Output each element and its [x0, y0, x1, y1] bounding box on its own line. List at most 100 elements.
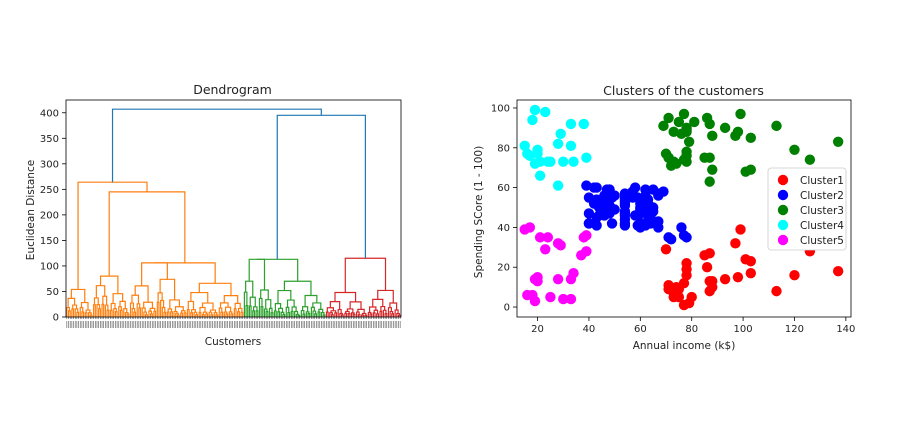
scatter-point	[704, 118, 715, 130]
scatter-point	[619, 200, 631, 211]
scatter-point	[558, 293, 569, 305]
dendrogram-link	[245, 304, 249, 317]
scatter-y-tick-label: 100	[491, 103, 510, 114]
scatter-point	[732, 271, 744, 283]
dendrogram-link	[180, 312, 184, 317]
scatter-point	[673, 291, 685, 303]
scatter-point	[545, 291, 556, 303]
scatter-point	[704, 176, 715, 187]
scatter-point	[647, 202, 659, 213]
scatter-point	[519, 140, 530, 151]
dendrogram-link	[256, 258, 299, 282]
scatter-point	[532, 275, 543, 287]
dendrogram-link	[126, 313, 130, 317]
dendrogram-link	[389, 302, 398, 311]
dendrogram-link	[110, 302, 116, 311]
scatter-point	[771, 120, 782, 132]
dendrogram-link	[326, 307, 334, 313]
scatter-point	[701, 262, 713, 273]
scatter-point	[581, 152, 592, 163]
scatter-point	[555, 128, 566, 140]
scatter-point	[534, 232, 546, 243]
legend-label-cluster4: Cluster4	[800, 220, 844, 232]
dendrogram-plot-frame	[65, 99, 402, 318]
scatter-series-cluster2	[581, 180, 692, 245]
scatter-x-ticks: 20 40 60 80 100 120 140	[531, 317, 855, 335]
legend-label-cluster5: Cluster5	[800, 235, 844, 247]
dendrogram-link	[245, 280, 254, 298]
dendrogram-link	[93, 297, 99, 305]
dendrogram-link	[148, 310, 153, 317]
dendrogram-link	[329, 312, 333, 317]
dendrogram-link	[322, 314, 326, 317]
scatter-point	[745, 132, 756, 144]
dendrogram-link	[394, 309, 399, 317]
scatter-point	[665, 234, 677, 245]
dendrogram-y-tick-label: 300	[40, 159, 59, 170]
dendrogram-link	[391, 313, 395, 317]
dendrogram-link	[70, 288, 86, 303]
dendrogram-link	[357, 308, 365, 314]
scatter-point	[540, 244, 551, 255]
dendrogram-link	[273, 310, 277, 317]
dendrogram-link	[382, 309, 387, 317]
dendrogram-link	[210, 314, 214, 317]
dendrogram-link	[187, 300, 195, 310]
dendrogram-links	[66, 108, 401, 317]
dendrogram-link	[263, 308, 268, 317]
dendrogram-link	[153, 310, 157, 317]
dendrogram-link	[249, 296, 256, 307]
scatter-title: Clusters of the customers	[603, 83, 764, 98]
scatter-point	[707, 164, 718, 175]
dendrogram-link	[190, 312, 194, 317]
dendrogram-link	[283, 280, 312, 296]
scatter-legend: Cluster1 Cluster2 Cluster3 Cluster4 Cluster5	[767, 167, 847, 251]
dendrogram-link	[297, 314, 301, 317]
scatter-point	[532, 144, 543, 155]
dendrogram-link	[102, 295, 108, 306]
dendrogram-link	[352, 313, 356, 317]
dendrogram-link	[368, 306, 377, 313]
scatter-point	[771, 285, 782, 297]
legend-label-cluster1: Cluster1	[800, 175, 844, 187]
dendrogram-link	[314, 313, 318, 317]
scatter-point	[832, 266, 844, 277]
dendrogram-link	[223, 311, 228, 317]
dendrogram-link	[163, 311, 167, 317]
dendrogram-y-ticks: 0 50 100 150 200 250 300 350 400	[40, 108, 66, 324]
scatter-point	[671, 158, 682, 169]
dendrogram-link	[161, 306, 166, 317]
scatter-point	[568, 268, 579, 279]
dendrogram-link	[193, 311, 198, 317]
scatter-point	[681, 232, 692, 243]
dendrogram-link	[317, 311, 321, 317]
scatter-point	[545, 156, 556, 167]
dendrogram-link	[312, 310, 317, 317]
dendrogram-link	[118, 306, 122, 317]
dendrogram-link	[270, 312, 274, 317]
scatter-point	[689, 116, 700, 128]
scatter-x-tick-label: 40	[583, 324, 596, 335]
dendrogram-link	[329, 301, 341, 310]
dendrogram-link	[114, 311, 118, 317]
scatter-x-tick-label: 140	[836, 324, 855, 335]
dendrogram-link	[237, 307, 243, 313]
dendrogram-link	[169, 299, 180, 310]
dendrogram-link	[265, 310, 269, 317]
dendrogram-link	[104, 304, 109, 317]
scatter-point	[673, 116, 685, 128]
dendrogram-link	[154, 262, 216, 284]
scatter-point	[686, 291, 697, 303]
dendrogram-link	[198, 282, 232, 296]
scatter-x-tick-label: 100	[734, 324, 753, 335]
scatter-point	[578, 118, 589, 130]
scatter-point	[704, 152, 715, 163]
scatter-y-tick-label: 60	[497, 183, 510, 194]
scatter-point	[745, 268, 756, 279]
dendrogram-link	[208, 311, 213, 317]
dendrogram-link	[180, 310, 186, 314]
dendrogram-link	[198, 312, 202, 317]
dendrogram-y-tick-label: 0	[53, 313, 59, 324]
dendrogram-link	[183, 312, 187, 317]
dendrogram-link	[170, 311, 173, 317]
